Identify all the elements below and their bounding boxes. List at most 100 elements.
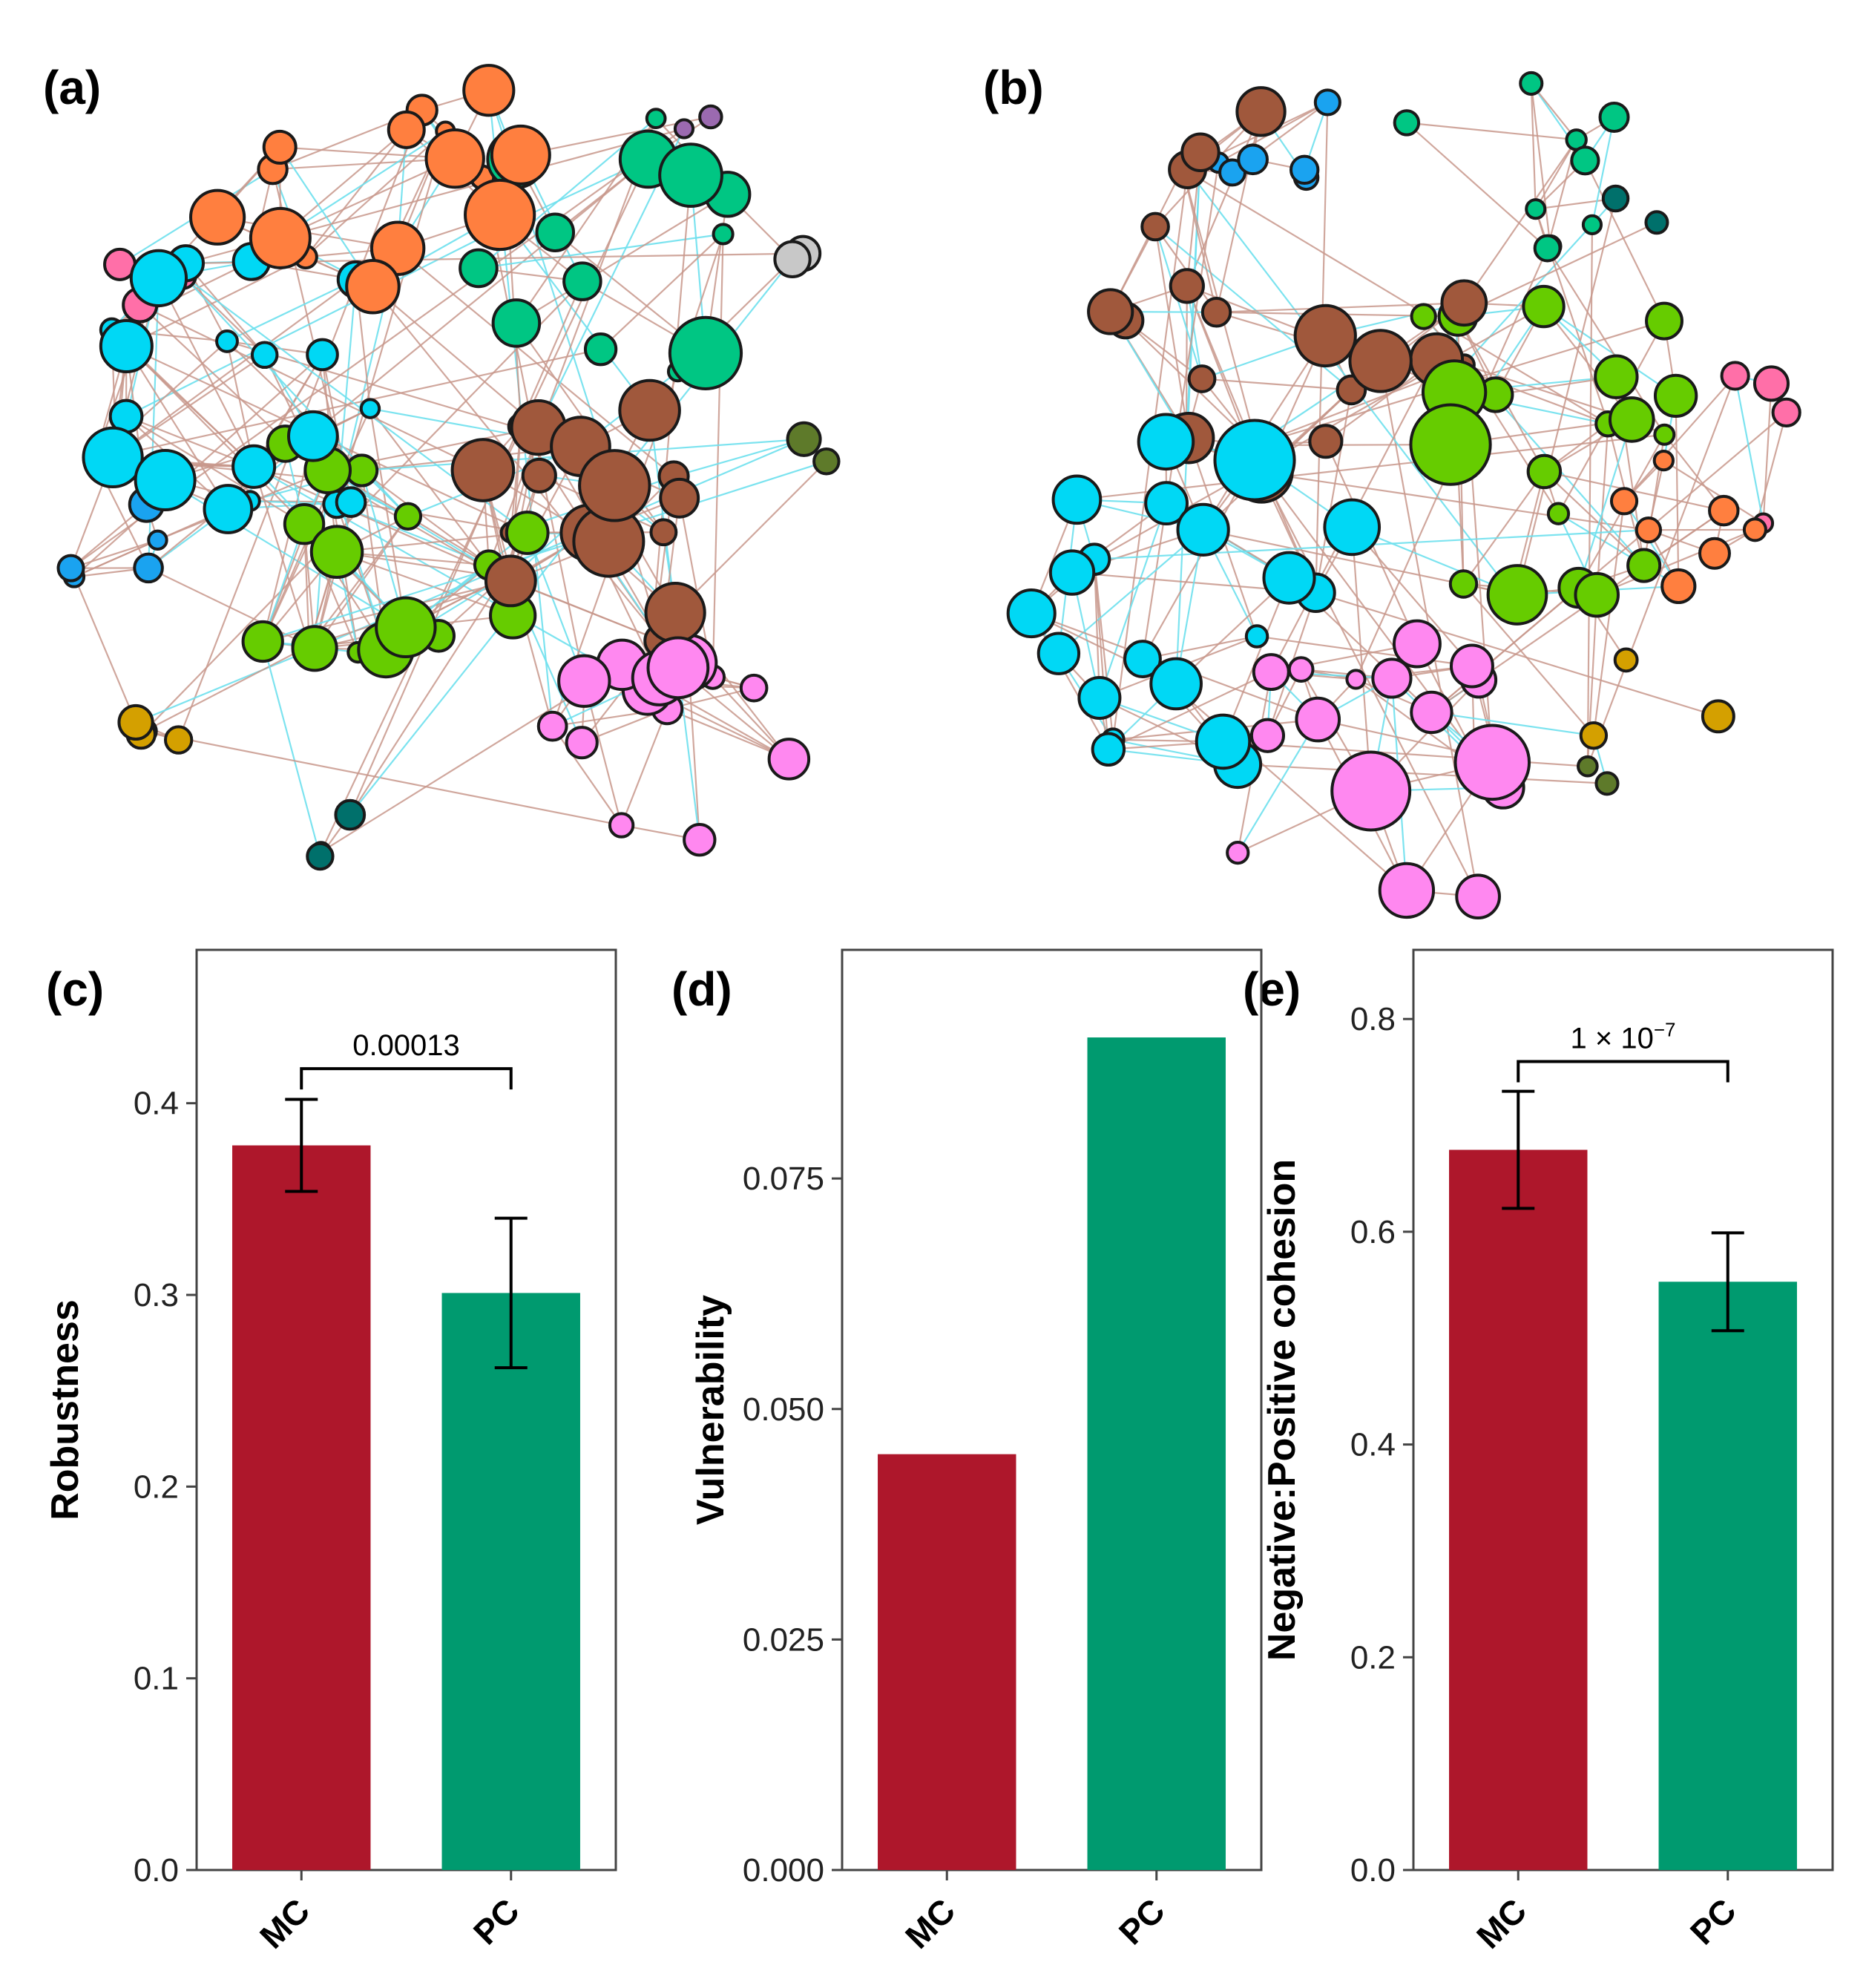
network-node: [608, 812, 635, 839]
network-node: [1635, 516, 1663, 544]
positive-edge: [1462, 470, 1545, 585]
network-graph-a: [56, 64, 841, 871]
y-axis-label: Negative:Positive cohesion: [1261, 1159, 1304, 1661]
positive-edge: [1462, 583, 1594, 736]
network-node: [231, 444, 277, 489]
network-node: [1237, 143, 1269, 176]
network-nodes: [1006, 70, 1801, 919]
network-node: [1308, 424, 1344, 459]
network-node: [459, 248, 499, 289]
positive-edge: [125, 345, 229, 510]
positive-edge: [1586, 375, 1736, 767]
network-node: [133, 552, 164, 584]
network-node: [450, 438, 516, 502]
network-graph-b: [1006, 70, 1801, 919]
network-node: [287, 410, 339, 462]
network-node: [698, 104, 723, 130]
positive-edge: [1182, 168, 1609, 425]
network-node: [1594, 354, 1639, 399]
network-node: [306, 842, 335, 871]
network-node: [1525, 198, 1547, 220]
network-node: [1149, 657, 1203, 711]
network-node: [659, 477, 700, 519]
network-node: [1581, 214, 1603, 236]
panel-label-c: (c): [46, 962, 104, 1016]
positive-edge: [372, 286, 539, 428]
negative-edge: [1543, 306, 1677, 397]
positive-edge: [1256, 635, 1473, 667]
network-node: [1213, 419, 1296, 502]
positive-edge: [70, 568, 137, 723]
positive-edge: [1534, 139, 1577, 210]
network-node: [658, 142, 723, 209]
network-node: [583, 332, 618, 367]
positive-edge: [1406, 122, 1548, 249]
network-node: [1570, 145, 1600, 176]
negative-edge: [673, 438, 804, 478]
network-node: [1293, 304, 1357, 368]
positive-edge: [125, 345, 256, 468]
positive-edge: [70, 539, 158, 569]
y-tick-label: 0.000: [743, 1852, 824, 1889]
network-node: [521, 457, 557, 493]
y-tick-label: 0.6: [1350, 1214, 1396, 1250]
positive-edge: [336, 531, 528, 553]
network-node: [1006, 588, 1057, 639]
network-node: [335, 486, 367, 518]
network-node: [1440, 279, 1488, 327]
network-node: [1742, 517, 1767, 542]
network-node: [1708, 494, 1740, 527]
network-node: [1037, 631, 1081, 675]
network-node: [249, 206, 312, 269]
positive-edge: [125, 416, 305, 525]
network-node: [645, 108, 667, 129]
network-node: [1287, 656, 1315, 683]
positive-edge: [73, 539, 158, 578]
network-node: [536, 710, 568, 742]
network-node: [1660, 568, 1697, 605]
network-node: [649, 518, 678, 547]
network-node: [1289, 154, 1320, 186]
network-node: [646, 636, 710, 700]
network-node: [1180, 132, 1221, 172]
positive-edge: [1543, 470, 1645, 566]
significance-label: 0.00013: [352, 1029, 460, 1062]
plot-frame: [1412, 948, 1834, 1871]
y-tick-label: 0.050: [743, 1391, 824, 1428]
network-node: [644, 581, 706, 644]
network-node: [1144, 481, 1189, 526]
positive-edge: [1663, 434, 1725, 511]
positive-edge: [262, 479, 334, 642]
network-node: [215, 329, 239, 353]
negative-edge: [648, 410, 677, 613]
y-tick-label: 0.0: [1350, 1852, 1396, 1889]
x-tick-label: MC: [898, 1891, 962, 1955]
network-node: [82, 426, 144, 489]
positive-edge: [1596, 424, 1609, 595]
positive-edge: [272, 157, 456, 171]
positive-edge: [1317, 718, 1475, 755]
y-tick-label: 0.4: [134, 1086, 179, 1122]
network-node: [1455, 873, 1501, 919]
x-tick-label: PC: [466, 1891, 527, 1952]
network-node: [1393, 109, 1421, 137]
negative-edge: [478, 233, 723, 269]
network-node: [490, 124, 551, 186]
network-node: [767, 738, 811, 781]
network-node: [1652, 449, 1675, 472]
network-node: [1187, 364, 1217, 393]
network-node: [683, 823, 717, 857]
network-node: [1051, 474, 1103, 525]
positive-edge: [1406, 122, 1577, 141]
negative-edge: [1431, 711, 1594, 737]
network-node: [1410, 690, 1453, 735]
positive-edge: [1623, 375, 1736, 502]
network-node: [712, 223, 735, 246]
negative-edge: [1237, 719, 1319, 853]
positive-edge: [1222, 577, 1290, 742]
bar-pc: [1658, 1282, 1797, 1870]
panel-label-d: (d): [671, 962, 732, 1016]
positive-edge: [183, 275, 266, 356]
positive-edge: [1584, 160, 1665, 322]
